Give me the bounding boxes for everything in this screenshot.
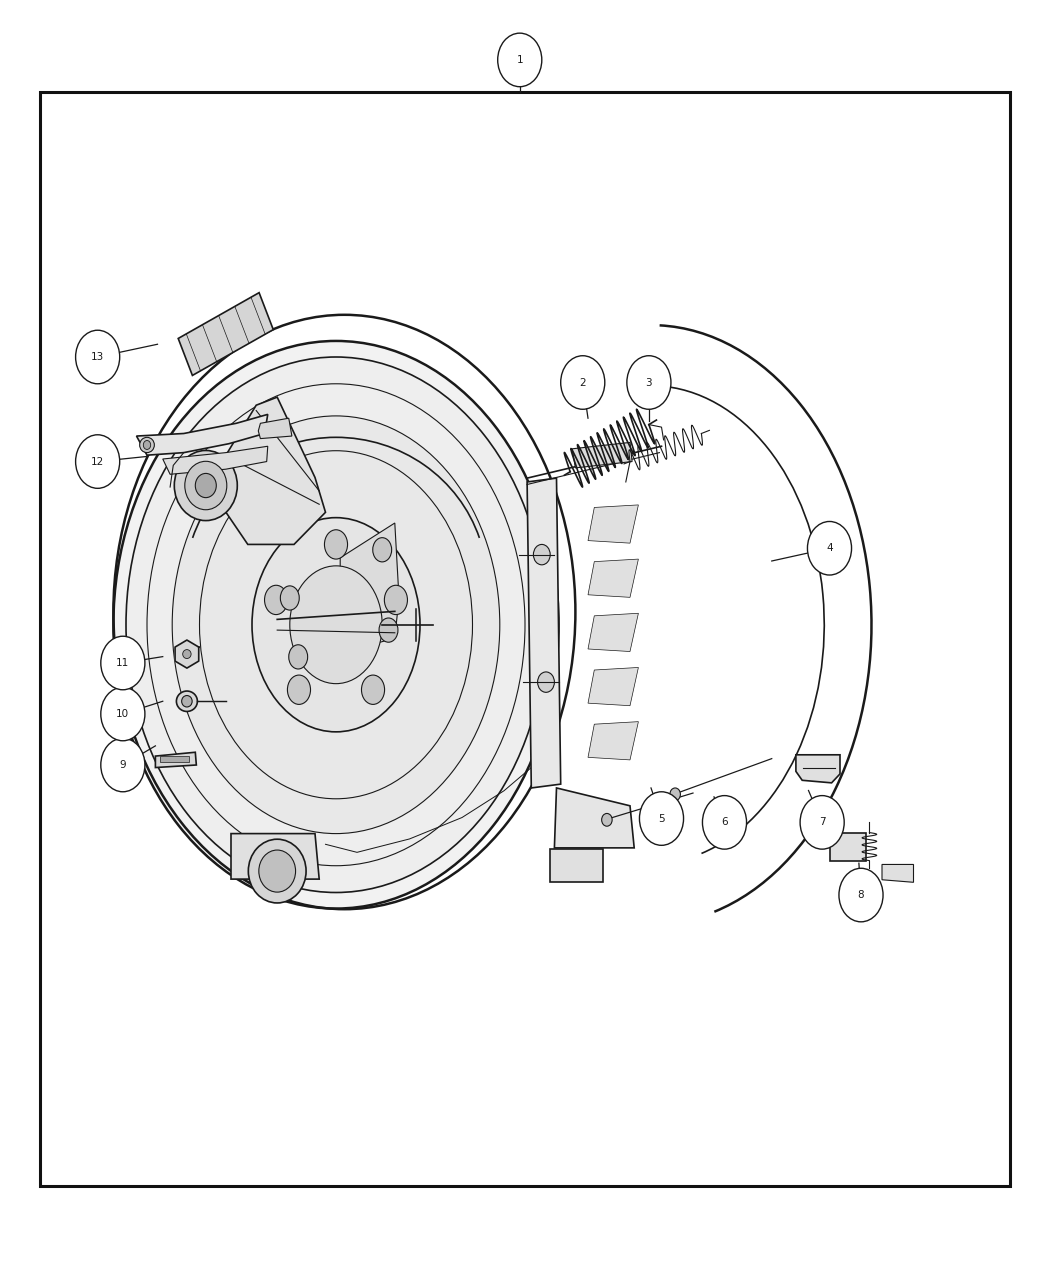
Circle shape bbox=[639, 792, 684, 845]
Ellipse shape bbox=[265, 585, 288, 615]
Ellipse shape bbox=[288, 674, 311, 704]
Polygon shape bbox=[178, 293, 273, 375]
Polygon shape bbox=[588, 722, 638, 760]
Ellipse shape bbox=[185, 462, 227, 510]
Ellipse shape bbox=[533, 544, 550, 565]
Polygon shape bbox=[231, 834, 319, 880]
Text: 13: 13 bbox=[91, 352, 104, 362]
FancyBboxPatch shape bbox=[830, 833, 866, 861]
Polygon shape bbox=[175, 640, 198, 668]
Circle shape bbox=[800, 796, 844, 849]
FancyBboxPatch shape bbox=[160, 756, 189, 762]
Ellipse shape bbox=[248, 839, 307, 903]
Ellipse shape bbox=[324, 530, 348, 560]
Circle shape bbox=[101, 687, 145, 741]
Ellipse shape bbox=[182, 696, 192, 706]
Circle shape bbox=[839, 868, 883, 922]
Polygon shape bbox=[340, 523, 399, 652]
Text: 10: 10 bbox=[117, 709, 129, 719]
Polygon shape bbox=[588, 505, 638, 543]
Ellipse shape bbox=[183, 650, 191, 658]
Polygon shape bbox=[588, 558, 638, 598]
Bar bbox=[40, 92, 1010, 1186]
Ellipse shape bbox=[290, 566, 382, 683]
Ellipse shape bbox=[373, 538, 392, 562]
Circle shape bbox=[76, 330, 120, 384]
Polygon shape bbox=[588, 668, 638, 706]
Circle shape bbox=[627, 356, 671, 409]
Circle shape bbox=[101, 636, 145, 690]
Ellipse shape bbox=[289, 645, 308, 669]
Text: 6: 6 bbox=[721, 817, 728, 827]
Text: 5: 5 bbox=[658, 813, 665, 824]
Polygon shape bbox=[220, 398, 326, 544]
Ellipse shape bbox=[172, 416, 500, 834]
Ellipse shape bbox=[379, 618, 398, 643]
Ellipse shape bbox=[174, 450, 237, 520]
Ellipse shape bbox=[384, 585, 407, 615]
FancyBboxPatch shape bbox=[550, 849, 603, 882]
Polygon shape bbox=[796, 755, 840, 783]
Circle shape bbox=[561, 356, 605, 409]
Ellipse shape bbox=[252, 518, 420, 732]
Polygon shape bbox=[588, 613, 638, 652]
Text: 4: 4 bbox=[826, 543, 833, 553]
Polygon shape bbox=[155, 752, 196, 768]
Ellipse shape bbox=[602, 813, 612, 826]
Polygon shape bbox=[163, 446, 268, 474]
Ellipse shape bbox=[176, 691, 197, 711]
Polygon shape bbox=[572, 442, 632, 468]
Text: 3: 3 bbox=[646, 377, 652, 388]
Text: 9: 9 bbox=[120, 760, 126, 770]
Text: 1: 1 bbox=[517, 55, 523, 65]
Ellipse shape bbox=[126, 357, 546, 892]
Ellipse shape bbox=[143, 441, 151, 450]
Ellipse shape bbox=[140, 437, 154, 453]
Circle shape bbox=[101, 738, 145, 792]
Text: 8: 8 bbox=[858, 890, 864, 900]
Text: 2: 2 bbox=[580, 377, 586, 388]
Circle shape bbox=[76, 435, 120, 488]
Circle shape bbox=[807, 521, 852, 575]
Ellipse shape bbox=[258, 850, 296, 892]
Ellipse shape bbox=[670, 788, 680, 801]
Circle shape bbox=[498, 33, 542, 87]
Polygon shape bbox=[554, 788, 634, 848]
Circle shape bbox=[702, 796, 747, 849]
Polygon shape bbox=[136, 414, 268, 455]
Text: 11: 11 bbox=[117, 658, 129, 668]
Text: 12: 12 bbox=[91, 456, 104, 467]
Polygon shape bbox=[882, 864, 914, 882]
Polygon shape bbox=[258, 418, 292, 439]
Ellipse shape bbox=[361, 674, 384, 704]
Polygon shape bbox=[527, 478, 561, 788]
Ellipse shape bbox=[280, 586, 299, 609]
Ellipse shape bbox=[113, 340, 559, 909]
Text: 7: 7 bbox=[819, 817, 825, 827]
Ellipse shape bbox=[538, 672, 554, 692]
Ellipse shape bbox=[195, 473, 216, 497]
